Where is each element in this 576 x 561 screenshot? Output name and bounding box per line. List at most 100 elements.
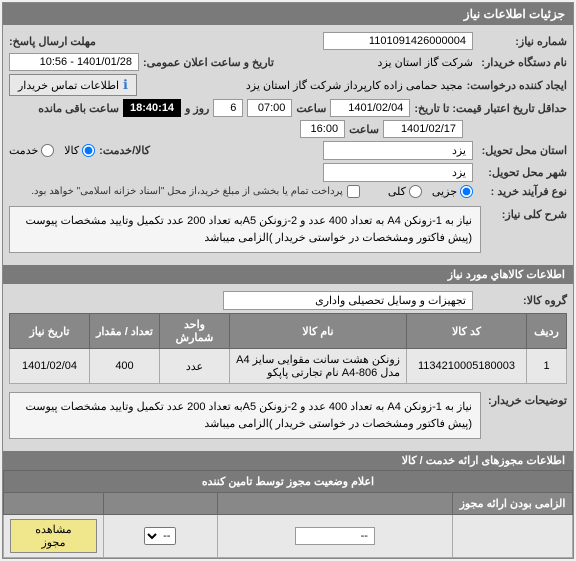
radio-total-label: کلی: [388, 185, 406, 198]
radio-goods-label: کالا: [64, 144, 79, 157]
requester-label: ایجاد کننده درخواست:: [467, 79, 567, 92]
buytype-label: نوع فرآیند خرید :: [477, 185, 567, 198]
sharh-label: شرح کلی نیاز:: [487, 202, 567, 257]
time-label-2: ساعت: [349, 123, 379, 136]
goods-table: ردیف کد کالا نام کالا واحد شمارش تعداد /…: [9, 313, 567, 384]
row-buyer-notes: توضیحات خریدار: نیاز به 1-زونکن A4 به تع…: [9, 388, 567, 443]
send-dt-label: مهلت ارسال پاسخ:: [9, 35, 96, 48]
row-buy-type: نوع فرآیند خرید : جزیی کلی پرداخت تمام ی…: [9, 185, 567, 198]
buytype-radio: جزیی کلی: [388, 185, 473, 198]
loc2-value: یزد: [323, 163, 473, 182]
loc1-label: استان محل تحویل:: [477, 144, 567, 157]
permit-select-cell: --: [104, 515, 218, 558]
col-view: [4, 493, 104, 515]
row-goods-group: گروه کالا: تجهیزات و وسایل تحصیلی واداری: [9, 291, 567, 310]
radio-total[interactable]: کلی: [388, 185, 422, 198]
cell-unit: عدد: [160, 349, 230, 384]
group-label: گروه کالا:: [477, 294, 567, 307]
permits-area: اعلام وضعیت مجوز توسط تامین کننده الزامی…: [3, 470, 573, 558]
row-buyer-org: نام دستگاه خریدار: شركت گاز استان يزد تا…: [9, 53, 567, 71]
radio-service[interactable]: خدمت: [9, 144, 54, 157]
announce-dt-label: تاریخ و ساعت اعلان عمومی:: [143, 56, 274, 69]
form-area: شماره نیاز: 1101091426000004 مهلت ارسال …: [3, 25, 573, 265]
cell-row: 1: [527, 349, 567, 384]
day-label: روز و: [185, 102, 209, 115]
serv-label: کالا/خدمت:: [99, 144, 150, 157]
col-name: نام کالا: [230, 314, 407, 349]
permit-mandatory-cell: [453, 515, 573, 558]
radio-goods-input[interactable]: [82, 144, 95, 157]
col-row: ردیف: [527, 314, 567, 349]
row-delivery-city: شهر محل تحویل: یزد: [9, 163, 567, 182]
contact-btn-label: اطلاعات تماس خریدار: [18, 79, 119, 92]
row-description: شرح کلی نیاز: نیاز به 1-زونکن A4 به تعدا…: [9, 202, 567, 257]
info-icon: ℹ: [123, 77, 128, 93]
cell-qty: 400: [90, 349, 160, 384]
row-requester: ایجاد کننده درخواست: مجید حمامی زاده کار…: [9, 74, 567, 96]
remaining-time: 18:40:14: [123, 99, 181, 117]
col-qty: تعداد / مقدار: [90, 314, 160, 349]
payment-note: پرداخت تمام یا بخشی از مبلغ خرید،از محل …: [31, 186, 343, 197]
announce-dt-value: 1401/01/28 - 10:56: [9, 53, 139, 71]
col-mandatory: الزامی بودن ارائه مجوز: [453, 493, 573, 515]
remain-label: ساعت باقی مانده: [38, 102, 119, 115]
min-hist-label: حداقل تاریخ اعتبار قیمت: تا تاریخ:: [414, 102, 567, 115]
col-code: کد کالا: [407, 314, 527, 349]
date2-value: 1401/02/17: [383, 120, 463, 138]
permits-header-row: الزامی بودن ارائه مجوز: [4, 493, 573, 515]
date1-value: 1401/02/04: [330, 99, 410, 117]
col-date: تاریخ نیاز: [10, 314, 90, 349]
buyer-notes-label: توضیحات خریدار:: [487, 388, 567, 443]
cell-code: 1134210005180003: [407, 349, 527, 384]
radio-goods[interactable]: کالا: [64, 144, 95, 157]
radio-partial[interactable]: جزیی: [432, 185, 473, 198]
permits-subheader: اعلام وضعیت مجوز توسط تامین کننده: [4, 471, 573, 493]
group-value: تجهیزات و وسایل تحصیلی واداری: [223, 291, 473, 310]
permit-c2-cell: --: [217, 515, 452, 558]
loc2-label: شهر محل تحویل:: [477, 166, 567, 179]
col-p3: [104, 493, 218, 515]
row-min-date: حداقل تاریخ اعتبار قیمت: تا تاریخ: 1401/…: [9, 99, 567, 117]
cell-date: 1401/02/04: [10, 349, 90, 384]
radio-partial-input[interactable]: [460, 185, 473, 198]
view-permit-button[interactable]: مشاهده مجوز: [10, 519, 97, 553]
permit-view-cell: مشاهده مجوز: [4, 515, 104, 558]
row-date2: 1401/02/17 ساعت 16:00: [9, 120, 567, 138]
time-label-1: ساعت: [296, 102, 326, 115]
buyer-contact-button[interactable]: ℹ اطلاعات تماس خریدار: [9, 74, 137, 96]
permit-c2-val: --: [295, 527, 375, 545]
radio-total-input[interactable]: [409, 185, 422, 198]
sharh-text: نیاز به 1-زونکن A4 به تعداد 400 عدد و 2-…: [9, 206, 481, 253]
permit-status-select[interactable]: --: [144, 527, 176, 545]
cell-name: زونکن هشت سانت مقوایی سایز A4 مدل 806-A4…: [230, 349, 407, 384]
panel-title: جزئیات اطلاعات نیاز: [3, 3, 573, 25]
payment-checkbox[interactable]: [347, 185, 360, 198]
radio-service-label: خدمت: [9, 144, 38, 157]
col-unit: واحد شمارش: [160, 314, 230, 349]
need-no-value: 1101091426000004: [323, 32, 473, 50]
radio-partial-label: جزیی: [432, 185, 457, 198]
requester-value: مجید حمامی زاده کارپرداز شرکت گاز استان …: [246, 79, 463, 92]
radio-service-input[interactable]: [41, 144, 54, 157]
day-value: 6: [213, 99, 243, 117]
col-p2: [217, 493, 452, 515]
payment-note-check: پرداخت تمام یا بخشی از مبلغ خرید،از محل …: [31, 185, 360, 198]
goods-area: گروه کالا: تجهیزات و وسایل تحصیلی واداری…: [3, 284, 573, 451]
buyer-org-value: شركت گاز استان يزد: [378, 56, 473, 69]
permit-row: -- -- مشاهده مجوز: [4, 515, 573, 558]
buyer-org-label: نام دستگاه خریدار:: [477, 56, 567, 69]
loc1-value: یزد: [323, 141, 473, 160]
time1-value: 07:00: [247, 99, 292, 117]
goods-table-header: ردیف کد کالا نام کالا واحد شمارش تعداد /…: [10, 314, 567, 349]
need-details-panel: جزئیات اطلاعات نیاز شماره نیاز: 11010914…: [2, 2, 574, 559]
time2-value: 16:00: [300, 120, 345, 138]
permits-table: اعلام وضعیت مجوز توسط تامین کننده الزامی…: [3, 470, 573, 558]
need-no-label: شماره نیاز:: [477, 35, 567, 48]
permits-header: اطلاعات مجوزهای ارائه خدمت / کالا: [3, 451, 573, 470]
goods-header: اطلاعات كالاهاي مورد نياز: [3, 265, 573, 284]
table-row: 11134210005180003زونکن هشت سانت مقوایی س…: [10, 349, 567, 384]
buyer-notes-text: نیاز به 1-زونکن A4 به تعداد 400 عدد و 2-…: [9, 392, 481, 439]
row-delivery-province: استان محل تحویل: یزد کالا/خدمت: کالا خدم…: [9, 141, 567, 160]
row-need-number: شماره نیاز: 1101091426000004 مهلت ارسال …: [9, 32, 567, 50]
service-type-radio: کالا خدمت: [9, 144, 95, 157]
